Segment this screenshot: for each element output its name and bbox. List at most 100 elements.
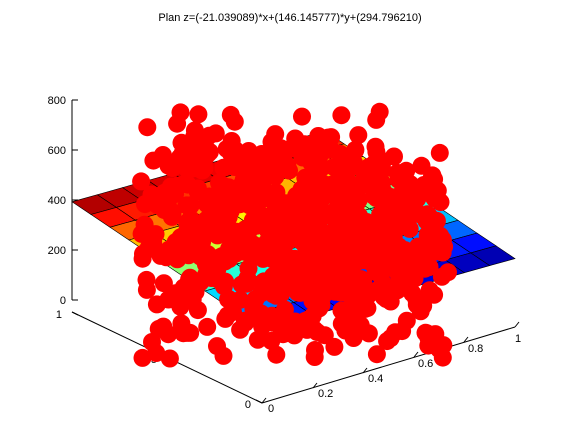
data-point [137, 280, 156, 299]
data-point [253, 317, 272, 336]
data-point [334, 221, 353, 240]
data-point [363, 217, 382, 236]
data-point [395, 241, 414, 260]
data-point [328, 202, 347, 221]
data-point [244, 298, 263, 317]
z-tick-label-0: 0 [60, 295, 66, 307]
x-tick-label-0: 0 [268, 403, 274, 415]
data-point [416, 234, 435, 253]
x-axis-line [261, 326, 516, 404]
data-point [439, 263, 457, 282]
data-point [143, 333, 161, 351]
data-point [368, 148, 387, 166]
data-point [409, 248, 427, 267]
data-point [278, 156, 297, 175]
data-point [254, 276, 273, 295]
data-point [319, 128, 337, 147]
data-point [378, 248, 397, 267]
data-point [370, 102, 389, 121]
data-point [300, 225, 319, 244]
y-tick-0: 0 [245, 399, 263, 411]
data-point [200, 207, 219, 226]
data-point [430, 143, 449, 162]
data-point [386, 323, 405, 342]
data-point [154, 274, 173, 293]
z-tick-400: 400 [48, 195, 78, 207]
data-point [425, 285, 444, 304]
data-point [264, 248, 283, 267]
data-point [206, 124, 225, 143]
x-tick-0.4: 0.4 [362, 367, 383, 385]
data-point [367, 345, 386, 364]
data-point [181, 196, 200, 215]
data-point [234, 169, 253, 188]
z-tick-200: 200 [48, 245, 78, 257]
data-point [424, 213, 443, 232]
z-tick-label-800: 800 [48, 95, 66, 107]
x-tick-label-0.2: 0.2 [318, 388, 333, 400]
data-point [310, 147, 329, 166]
z-tick-label-200: 200 [48, 245, 66, 257]
data-point [309, 212, 328, 231]
x-tick-label-0.4: 0.4 [368, 373, 383, 385]
data-point [214, 195, 233, 214]
data-point [360, 241, 379, 259]
data-point [309, 295, 328, 314]
data-point [331, 268, 350, 287]
z-axis-ticks: 0 200 400 600 800 [48, 95, 78, 307]
data-point [241, 235, 259, 253]
data-points [132, 102, 457, 368]
z-tick-label-600: 600 [48, 145, 66, 157]
data-point [148, 189, 167, 208]
data-point [168, 250, 187, 269]
data-point [319, 249, 338, 268]
data-point [225, 112, 244, 131]
data-point [346, 237, 364, 256]
data-point [392, 212, 411, 231]
x-axis-ticks: 0 0.2 0.4 0.6 0.8 1 [261, 321, 521, 415]
z-tick-600: 600 [48, 145, 78, 157]
data-point [231, 190, 250, 209]
data-point [185, 121, 204, 140]
data-point [366, 281, 385, 300]
z-tick-0: 0 [60, 295, 78, 307]
data-point [163, 204, 182, 223]
data-point [198, 317, 217, 336]
data-point [343, 285, 362, 304]
data-point [163, 159, 182, 178]
data-point [419, 336, 438, 355]
data-point [343, 153, 362, 172]
x-tick-0: 0 [261, 397, 274, 415]
data-point [305, 348, 324, 366]
data-point [232, 275, 251, 294]
data-point [222, 226, 241, 245]
data-point [389, 266, 408, 284]
data-point [293, 250, 312, 269]
data-point [179, 283, 197, 302]
data-point [293, 107, 311, 126]
data-point [315, 228, 334, 247]
data-point [132, 172, 151, 191]
data-point [188, 301, 207, 320]
data-point [168, 114, 187, 133]
data-point [407, 290, 426, 309]
data-point [378, 218, 397, 237]
data-point [308, 186, 327, 204]
x-tick-0.2: 0.2 [312, 382, 333, 400]
data-point [361, 169, 380, 188]
x-tick-label-1: 1 [515, 333, 521, 345]
data-point [132, 224, 151, 243]
y-tick-label-1: 1 [56, 309, 62, 321]
data-point [193, 161, 212, 180]
data-point [288, 200, 307, 219]
x-tick-label-0.6: 0.6 [418, 358, 433, 370]
x-tick-0.6: 0.6 [413, 351, 433, 370]
data-point [260, 157, 279, 176]
data-point [349, 126, 368, 145]
data-point [133, 348, 152, 367]
data-point [271, 139, 290, 158]
data-point [278, 263, 297, 282]
data-point [431, 193, 450, 212]
z-tick-label-400: 400 [48, 195, 66, 207]
